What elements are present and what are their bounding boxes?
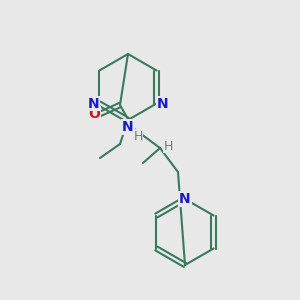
- Text: O: O: [88, 107, 100, 121]
- Text: N: N: [88, 97, 99, 110]
- Text: H: H: [163, 140, 173, 152]
- Text: N: N: [122, 120, 134, 134]
- Text: N: N: [157, 97, 168, 110]
- Text: N: N: [179, 192, 191, 206]
- Text: H: H: [133, 130, 143, 142]
